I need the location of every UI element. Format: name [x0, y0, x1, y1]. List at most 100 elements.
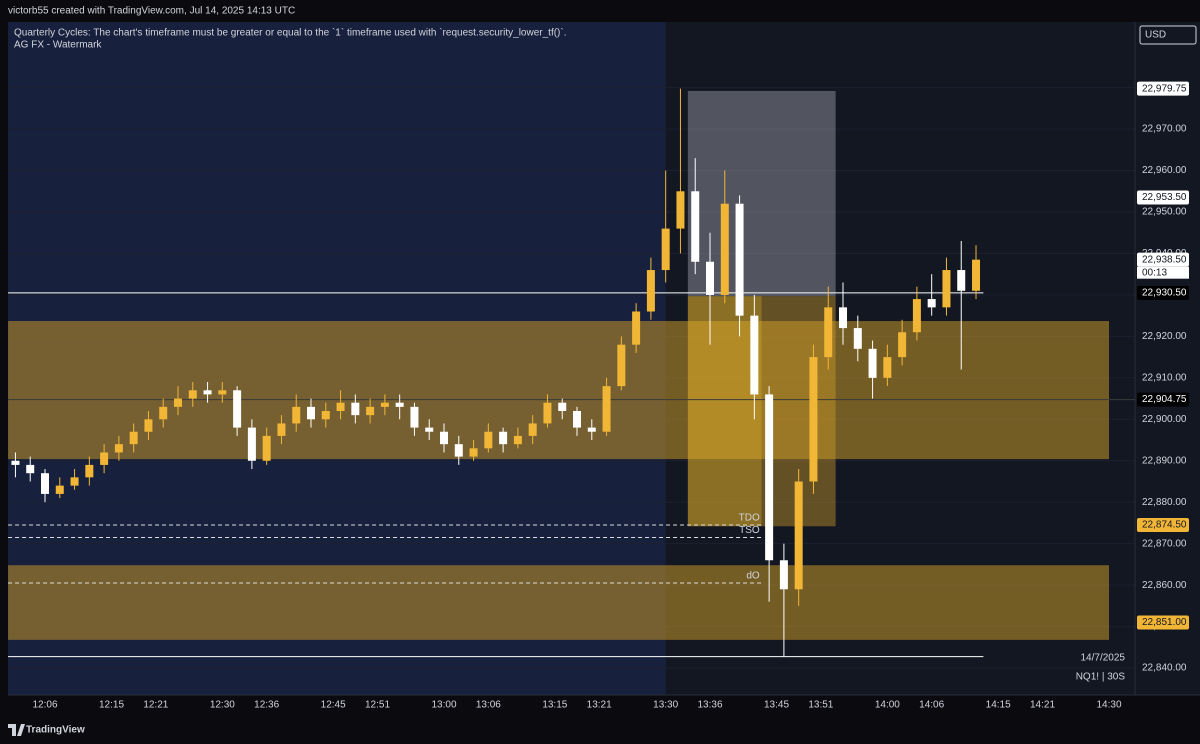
x-tick-label: 13:30	[653, 700, 678, 711]
candle-body	[573, 411, 582, 428]
countdown: 00:13	[1142, 267, 1167, 278]
zone	[687, 296, 762, 527]
price-tag-label: 22,904.75	[1142, 394, 1187, 405]
brand: TradingView	[26, 725, 85, 736]
candle-body	[779, 560, 788, 590]
candle-body	[735, 203, 744, 316]
price-tag	[1137, 252, 1189, 267]
note: AG FX - Watermark	[14, 40, 102, 51]
candle-body	[366, 406, 375, 416]
candle-body	[957, 270, 966, 291]
candle-body	[898, 332, 907, 358]
candle-body	[469, 448, 478, 457]
candle-body	[114, 444, 123, 453]
candle-body	[26, 464, 35, 474]
x-tick-label: 14:15	[986, 700, 1011, 711]
price-tag	[1137, 190, 1189, 205]
candle-body	[528, 423, 537, 436]
price-tag-label: 22,979.75	[1142, 83, 1187, 94]
candle-body	[188, 390, 197, 399]
candle-body	[100, 452, 109, 465]
x-tick-label: 12:45	[321, 700, 346, 711]
price-tag-label: 22,938.50	[1142, 254, 1187, 265]
y-tick-label: 22,950.00	[1142, 207, 1187, 218]
level-label: dO	[746, 571, 760, 582]
candle-body	[972, 259, 981, 291]
price-tag-label: 22,930.50	[1142, 287, 1187, 298]
x-tick-label: 12:21	[143, 700, 168, 711]
x-tick-label: 12:36	[254, 700, 279, 711]
price-scale	[1135, 22, 1200, 695]
y-tick-label: 22,910.00	[1142, 372, 1187, 383]
x-tick-label: 12:51	[365, 700, 390, 711]
candle-body	[706, 261, 715, 295]
candle-body	[321, 411, 330, 420]
candle-body	[277, 423, 286, 436]
candle-body	[942, 270, 951, 308]
x-tick-label: 14:30	[1097, 700, 1122, 711]
candle-body	[558, 402, 567, 412]
x-tick-label: 13:00	[431, 700, 456, 711]
candle-body	[233, 390, 242, 428]
x-tick-label: 12:15	[99, 700, 124, 711]
price-tag	[1137, 615, 1189, 630]
date: 14/7/2025	[1081, 653, 1126, 664]
price-tag-label: 22,953.50	[1142, 192, 1187, 203]
candle-body	[646, 270, 655, 312]
candle-body	[395, 402, 404, 407]
candle-body	[661, 228, 670, 271]
candle-body	[824, 307, 833, 358]
candle-body	[868, 348, 877, 378]
price-tag	[1137, 518, 1189, 533]
candle-body	[307, 406, 316, 420]
candle-body	[691, 191, 700, 262]
candle-body	[632, 311, 641, 345]
note: Quarterly Cycles: The chart's timeframe …	[14, 27, 567, 39]
candle-body	[499, 431, 508, 445]
y-tick-label: 22,870.00	[1142, 538, 1187, 549]
candle-body	[809, 357, 818, 482]
y-tick-label: 22,890.00	[1142, 455, 1187, 466]
candle-body	[70, 477, 79, 486]
candle-body	[440, 431, 449, 445]
x-tick-label: 13:21	[587, 700, 612, 711]
candle-body	[380, 402, 389, 407]
x-tick-label: 14:21	[1030, 700, 1055, 711]
x-tick-label: 13:06	[476, 700, 501, 711]
y-tick-label: 22,960.00	[1142, 165, 1187, 176]
y-tick-label: 22,860.00	[1142, 580, 1187, 591]
candle-body	[513, 435, 522, 445]
candle-body	[839, 307, 848, 329]
candle-body	[247, 427, 256, 461]
candle-body	[292, 406, 301, 424]
x-tick-label: 13:45	[764, 700, 789, 711]
zone	[8, 321, 1110, 460]
candle-body	[765, 394, 774, 561]
candle-body	[794, 481, 803, 590]
candle-body	[41, 473, 49, 494]
candle-body	[883, 357, 892, 378]
candle-body	[454, 444, 463, 457]
x-tick-label: 13:36	[697, 700, 722, 711]
y-tick-label: 22,900.00	[1142, 414, 1187, 425]
candle-body	[159, 406, 168, 420]
candle-body	[587, 427, 596, 432]
x-tick-label: 14:06	[919, 700, 944, 711]
price-tag	[1137, 81, 1189, 96]
x-tick-label: 13:51	[808, 700, 833, 711]
candle-body	[602, 386, 611, 432]
candle-body	[55, 485, 64, 494]
candle-body	[720, 203, 729, 295]
price-tag-label: 22,874.50	[1142, 520, 1187, 531]
price-tag	[1137, 392, 1189, 407]
level-label: TSO	[739, 525, 760, 536]
currency-box[interactable]	[1139, 25, 1197, 45]
candle-body	[85, 464, 94, 478]
candle-body	[129, 431, 138, 445]
zone	[8, 565, 1110, 640]
candle-body	[410, 406, 419, 428]
candle-body	[912, 299, 921, 333]
